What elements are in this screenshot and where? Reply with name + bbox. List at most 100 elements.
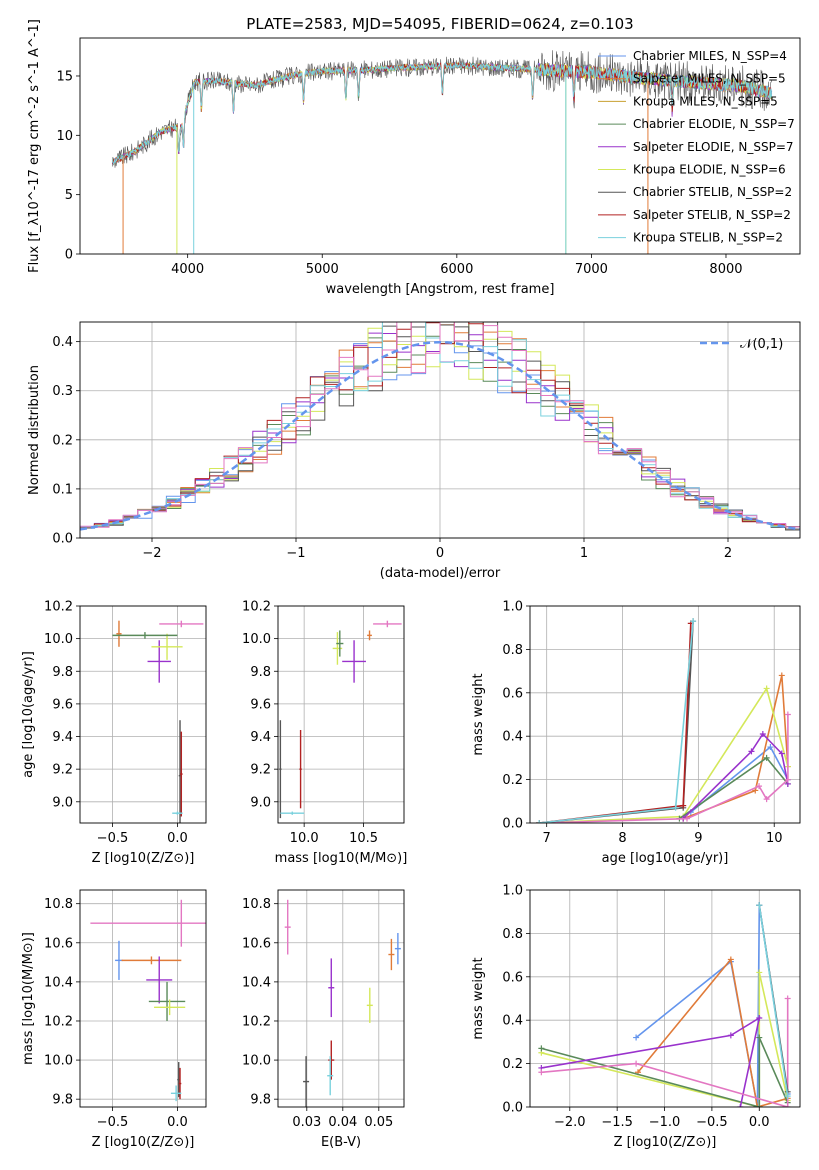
legend-entry: Salpeter STELIB, N_SSP=2	[633, 208, 791, 222]
y-tick-label: 10.8	[44, 897, 73, 912]
y-tick-label: 9.2	[250, 763, 271, 778]
data-point	[112, 632, 178, 639]
data-point	[90, 899, 206, 947]
series	[536, 620, 694, 823]
x-tick-label: 8	[618, 831, 626, 846]
x-tick-label: −0.5	[97, 1115, 129, 1130]
y-tick-label: 0.6	[502, 686, 523, 701]
series-marker	[778, 750, 785, 757]
series-marker	[633, 1060, 640, 1067]
series-marker	[763, 796, 770, 803]
spectrum-line	[111, 61, 773, 165]
series-line	[539, 621, 694, 823]
y-tick-label: 10.2	[242, 600, 271, 615]
data-point	[366, 987, 373, 1023]
legend-entry: Salpeter MILES, N_SSP=5	[633, 72, 786, 86]
data-point	[394, 933, 401, 965]
y-tick-label: 10.6	[242, 936, 271, 951]
x-tick-label: 0.03	[292, 1115, 321, 1130]
data-point	[146, 956, 173, 1004]
legend-entry: Kroupa ELODIE, N_SSP=6	[633, 163, 786, 177]
y-tick-label: 9.0	[250, 795, 271, 810]
x-tick-label: 0.0	[167, 1115, 188, 1130]
x-tick-label: 9	[694, 831, 702, 846]
y-tick-label: 10.0	[44, 632, 73, 647]
data-point	[299, 730, 302, 809]
series-marker	[538, 1045, 545, 1052]
series-marker	[767, 744, 774, 751]
data-point	[148, 981, 186, 1021]
y-tick-label: 5	[65, 188, 73, 203]
axes-1: −2 −1 0 1 2 0.0 0.1 0.2 0.3 0.4 (data-model)/error…	[27, 322, 800, 581]
x-tick-label: −2	[142, 546, 161, 561]
y-axis-label: age [log10(age/yr)]	[21, 651, 36, 778]
histogram-series	[80, 322, 800, 530]
series-marker	[756, 1015, 763, 1022]
y-tick-label: 9.8	[52, 665, 73, 680]
series	[538, 1015, 763, 1107]
axes-frame	[79, 889, 207, 1108]
axes-2: −0.5 0.0 9.0 9.2 9.4 9.6 9.8 10.0 10.2 Z [log10(Z…	[21, 600, 206, 866]
series-marker	[754, 1104, 761, 1107]
x-axis-label: E(B-V)	[321, 1135, 361, 1150]
data-point	[116, 620, 122, 647]
data-point	[327, 1056, 334, 1096]
series-marker	[763, 754, 770, 761]
y-tick-label: 15	[56, 69, 73, 84]
data-point	[328, 1040, 335, 1080]
data-point	[180, 731, 183, 817]
x-tick-label: −0.5	[97, 831, 129, 846]
y-axis-label: mass [log10(M/M⊙)]	[21, 932, 36, 1065]
series-marker	[756, 969, 763, 976]
series-line	[758, 905, 789, 1097]
x-tick-label: 7000	[575, 262, 608, 277]
data-point	[279, 720, 282, 819]
y-tick-label: 10.0	[242, 632, 271, 647]
x-axis-label: Z [log10(Z/Z⊙)]	[92, 851, 195, 866]
axes-frame	[79, 605, 207, 824]
legend-entry: Kroupa MILES, N_SSP=5	[633, 94, 778, 108]
x-tick-label: 10.0	[290, 831, 319, 846]
legend-entry: Chabrier ELODIE, N_SSP=7	[633, 117, 795, 131]
series-marker	[538, 1069, 545, 1076]
axes-frame	[529, 605, 801, 824]
x-tick-label: 6000	[440, 262, 473, 277]
legend-entry: Salpeter ELODIE, N_SSP=7	[633, 140, 794, 154]
series-line	[539, 686, 789, 823]
histogram-series	[80, 322, 800, 528]
y-tick-label: 10.8	[242, 897, 271, 912]
y-tick-label: 0.0	[502, 817, 523, 832]
series-marker	[763, 685, 770, 692]
y-axis-label: mass weight	[471, 957, 486, 1039]
x-axis-label: Z [log10(Z/Z⊙)]	[92, 1135, 195, 1150]
y-tick-label: 9.4	[52, 730, 73, 745]
axes-0: 4000 5000 6000 7000 8000 0 5 10 15 wavelength [An…	[27, 19, 743, 297]
x-tick-label: 0	[436, 546, 444, 561]
data-point	[154, 999, 186, 1016]
series-line	[678, 756, 789, 820]
x-tick-label: 0.0	[749, 1115, 770, 1130]
y-tick-label: 10	[56, 129, 73, 144]
x-tick-label: 0.05	[364, 1115, 393, 1130]
chart-title: PLATE=2583, MJD=54095, FIBERID=0624, z=0…	[246, 15, 633, 33]
y-tick-label: 1.0	[502, 600, 523, 615]
x-tick-label: 10	[766, 831, 783, 846]
y-axis-label: Flux [f_λ10^-17 erg cm^-2 s^-1 A^-1]	[27, 19, 42, 273]
series-marker	[784, 1104, 791, 1107]
data-point	[170, 1085, 182, 1102]
series-marker	[727, 1032, 734, 1039]
series	[756, 902, 791, 1100]
data-point	[280, 811, 305, 815]
axes-5: −0.5 0.0 9.8 10.0 10.2 10.4 10.6 10.8 Z [log10(Z…	[21, 890, 206, 1150]
series-marker	[778, 672, 785, 679]
data-point	[367, 630, 372, 641]
y-tick-label: 10.6	[44, 936, 73, 951]
x-tick-label: 2	[724, 546, 732, 561]
series	[536, 618, 697, 823]
y-tick-label: 10.2	[44, 600, 73, 615]
y-tick-label: 9.2	[52, 763, 73, 778]
series-marker	[784, 1093, 791, 1100]
y-tick-label: 1.0	[502, 884, 523, 899]
x-tick-label: 1	[580, 546, 588, 561]
